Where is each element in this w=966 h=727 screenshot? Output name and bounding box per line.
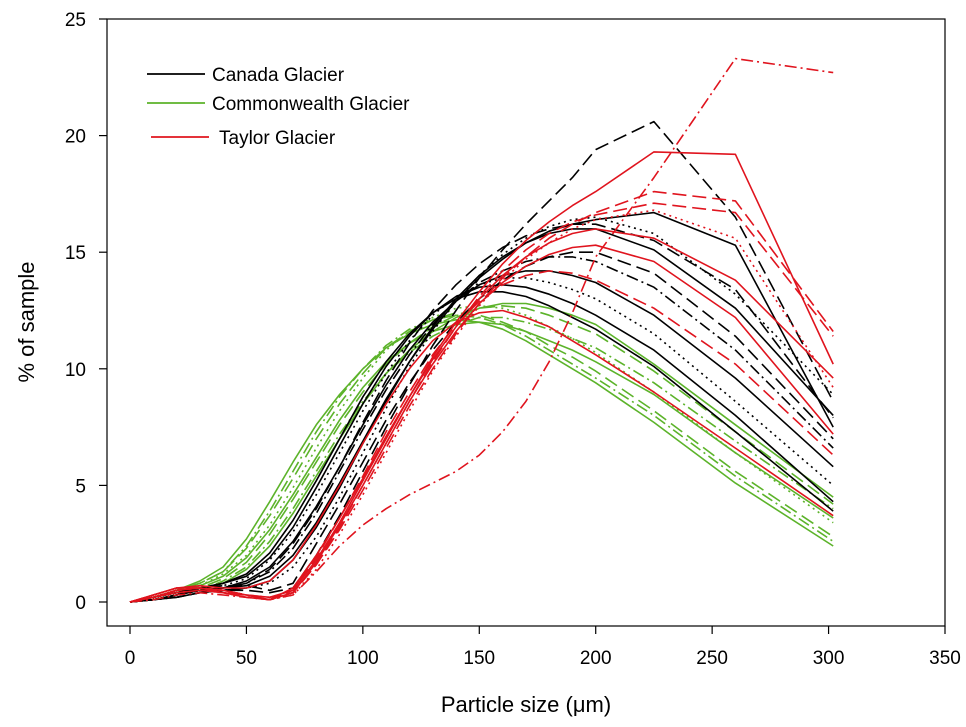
y-tick-label: 5 [75,476,86,497]
x-tick-label: 150 [463,648,495,669]
series-line [129,309,834,603]
x-tick-label: 0 [125,648,136,669]
legend-label: Canada Glacier [212,65,345,86]
x-tick-label: 300 [813,648,845,669]
legend-label: Commonwealth Glacier [212,94,410,115]
series-layer [129,57,834,603]
x-tick-label: 100 [347,648,379,669]
x-axis-title: Particle size (μm) [441,692,611,717]
x-tick-label: 250 [696,648,728,669]
series-line [129,57,834,603]
series-line [129,209,834,603]
y-tick-label: 20 [65,127,86,148]
y-tick-label: 0 [75,593,86,614]
series-line [129,311,834,603]
y-tick-label: 25 [65,10,86,31]
y-tick-label: 10 [65,360,86,381]
series-line [129,318,834,603]
series-line [129,202,834,603]
x-tick-label: 50 [236,648,257,669]
series-line [129,290,834,603]
y-axis-title: % of sample [14,261,39,382]
series-line [129,314,834,603]
x-tick-label: 350 [929,648,961,669]
legend-label: Taylor Glacier [219,128,336,149]
x-tick-label: 200 [580,648,612,669]
plot-frame [106,18,946,627]
series-line [129,304,834,603]
legend: Canada Glacier Commonwealth Glacier Taylor… [147,65,410,149]
y-tick-label: 15 [65,243,86,264]
axis-ticks: 0 50 100 150 200 250 300 350 0 5 10 15 20 25 [65,10,961,669]
series-line [129,277,834,603]
